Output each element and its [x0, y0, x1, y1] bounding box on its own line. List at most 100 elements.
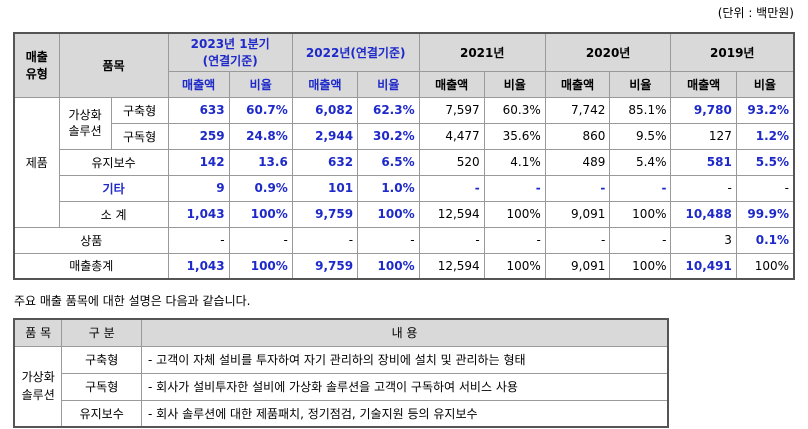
cell: -	[418, 226, 485, 254]
table-row: 기타 9 0.9% 101 1.0% - - - - - -	[14, 174, 795, 202]
header-year-2022: 2022년(연결기준)	[291, 32, 420, 72]
cell: 13.6	[228, 148, 293, 176]
cell: 142	[167, 148, 230, 176]
cell: 6,082	[291, 96, 359, 124]
sub-header: 매출액	[167, 70, 230, 98]
sub-header: 비율	[228, 70, 293, 98]
table-row: 유지보수 142 13.6 632 6.5% 520 4.1% 489 5.4%…	[14, 148, 795, 176]
cell: 4,477	[418, 122, 485, 150]
cell: 12,594	[418, 200, 485, 228]
cell: 100%	[357, 252, 420, 280]
table-row: 매출총계 1,043 100% 9,759 100% 12,594 100% 9…	[13, 252, 795, 280]
sales-table: 매출 유형 품목 2023년 1분기 (연결기준) 2022년(연결기준) 20…	[13, 32, 795, 280]
cell: 93.2%	[735, 96, 795, 124]
cell: 860	[544, 122, 611, 150]
row-kind: 구독형	[61, 372, 143, 401]
cell: 9,091	[544, 200, 611, 228]
description-note: 주요 매출 품목에 대한 설명은 다음과 같습니다.	[14, 294, 251, 308]
cell: 9	[167, 174, 230, 202]
header-item: 품목	[58, 32, 169, 98]
sub-header: 비율	[609, 70, 672, 98]
row-content: - 회사 솔루션에 대한 제품패치, 정기점검, 기술지원 등의 유지보수	[141, 399, 669, 428]
table-row: 구독형 259 24.8% 2,944 30.2% 4,477 35.6% 86…	[14, 122, 795, 150]
cell: -	[291, 226, 359, 254]
cell: -	[670, 174, 737, 202]
header-year-2023q1: 2023년 1분기 (연결기준)	[167, 32, 293, 72]
sub-header: 비율	[735, 70, 795, 98]
cell: 9.5%	[609, 122, 672, 150]
cell: -	[357, 226, 420, 254]
sub-header: 매출액	[291, 70, 359, 98]
cell: 100%	[228, 252, 293, 280]
cell: -	[609, 174, 672, 202]
sub-header: 매출액	[670, 70, 737, 98]
description-table: 품 목 구 분 내 용 가상화 솔루션 구축형 - 고객이 자체 설비를 투자하…	[13, 318, 669, 428]
table-row: 소 계 1,043 100% 9,759 100% 12,594 100% 9,…	[14, 200, 795, 228]
row-label: 구독형	[110, 122, 169, 150]
cell: 100%	[609, 252, 672, 280]
cell: 4.1%	[483, 148, 546, 176]
cell: 259	[167, 122, 230, 150]
cell: 632	[291, 148, 359, 176]
cell: 1.0%	[357, 174, 420, 202]
row-content: - 회사가 설비투자한 설비에 가상화 솔루션을 고객이 구독하여 서비스 사용	[141, 372, 669, 401]
row-label: 매출총계	[13, 252, 169, 280]
cell: 127	[670, 122, 737, 150]
header-item: 품 목	[13, 318, 63, 347]
cell: 60.3%	[483, 96, 546, 124]
cell: 30.2%	[357, 122, 420, 150]
header-year-2021: 2021년	[418, 32, 546, 72]
sub-header: 매출액	[418, 70, 485, 98]
group-solution: 가상화 솔루션	[13, 345, 63, 428]
cell: 489	[544, 148, 611, 176]
cell: 100%	[357, 200, 420, 228]
table-row: 구독형 - 회사가 설비투자한 설비에 가상화 솔루션을 고객이 구독하여 서비…	[14, 372, 669, 401]
row-kind: 구축형	[61, 345, 143, 374]
cell: 100%	[735, 252, 795, 280]
cell: 35.6%	[483, 122, 546, 150]
row-label: 소 계	[58, 200, 169, 228]
unit-note: (단위 : 백만원)	[717, 6, 794, 20]
cell: 10,491	[670, 252, 737, 280]
cell: 9,091	[544, 252, 611, 280]
cell: 100%	[483, 200, 546, 228]
sub-header: 비율	[357, 70, 420, 98]
cell: 9,759	[291, 200, 359, 228]
header-kind: 구 분	[61, 318, 143, 347]
header-year-2020: 2020년	[544, 32, 672, 72]
cell: 633	[167, 96, 230, 124]
cell: 5.4%	[609, 148, 672, 176]
cell: -	[228, 226, 293, 254]
cell: 9,759	[291, 252, 359, 280]
cell: 99.9%	[735, 200, 795, 228]
cell: -	[167, 226, 230, 254]
table-row: 유지보수 - 회사 솔루션에 대한 제품패치, 정기점검, 기술지원 등의 유지…	[14, 399, 669, 428]
cell: 101	[291, 174, 359, 202]
cell: 12,594	[418, 252, 485, 280]
group-product: 제품	[13, 96, 60, 228]
cell: -	[483, 226, 546, 254]
table-row: 제품 가상화 솔루션 구축형 633 60.7% 6,082 62.3% 7,5…	[13, 96, 795, 228]
cell: 10,488	[670, 200, 737, 228]
header-sales-type: 매출 유형	[13, 32, 60, 98]
cell: -	[418, 174, 485, 202]
cell: 2,944	[291, 122, 359, 150]
cell: -	[544, 174, 611, 202]
cell: 7,742	[544, 96, 611, 124]
cell: -	[609, 226, 672, 254]
row-label: 구축형	[110, 96, 169, 124]
row-kind: 유지보수	[61, 399, 143, 428]
cell: 6.5%	[357, 148, 420, 176]
table-row: 상품 - - - - - - - - 3 0.1%	[13, 226, 795, 254]
cell: -	[544, 226, 611, 254]
group-solution: 가상화 솔루션	[58, 96, 112, 150]
cell: 7,597	[418, 96, 485, 124]
header-year-2019: 2019년	[670, 32, 795, 72]
sub-header: 비율	[483, 70, 546, 98]
cell: 60.7%	[228, 96, 293, 124]
cell: 581	[670, 148, 737, 176]
cell: 100%	[228, 200, 293, 228]
cell: 62.3%	[357, 96, 420, 124]
header-content: 내 용	[141, 318, 669, 347]
row-label: 기타	[58, 174, 169, 202]
